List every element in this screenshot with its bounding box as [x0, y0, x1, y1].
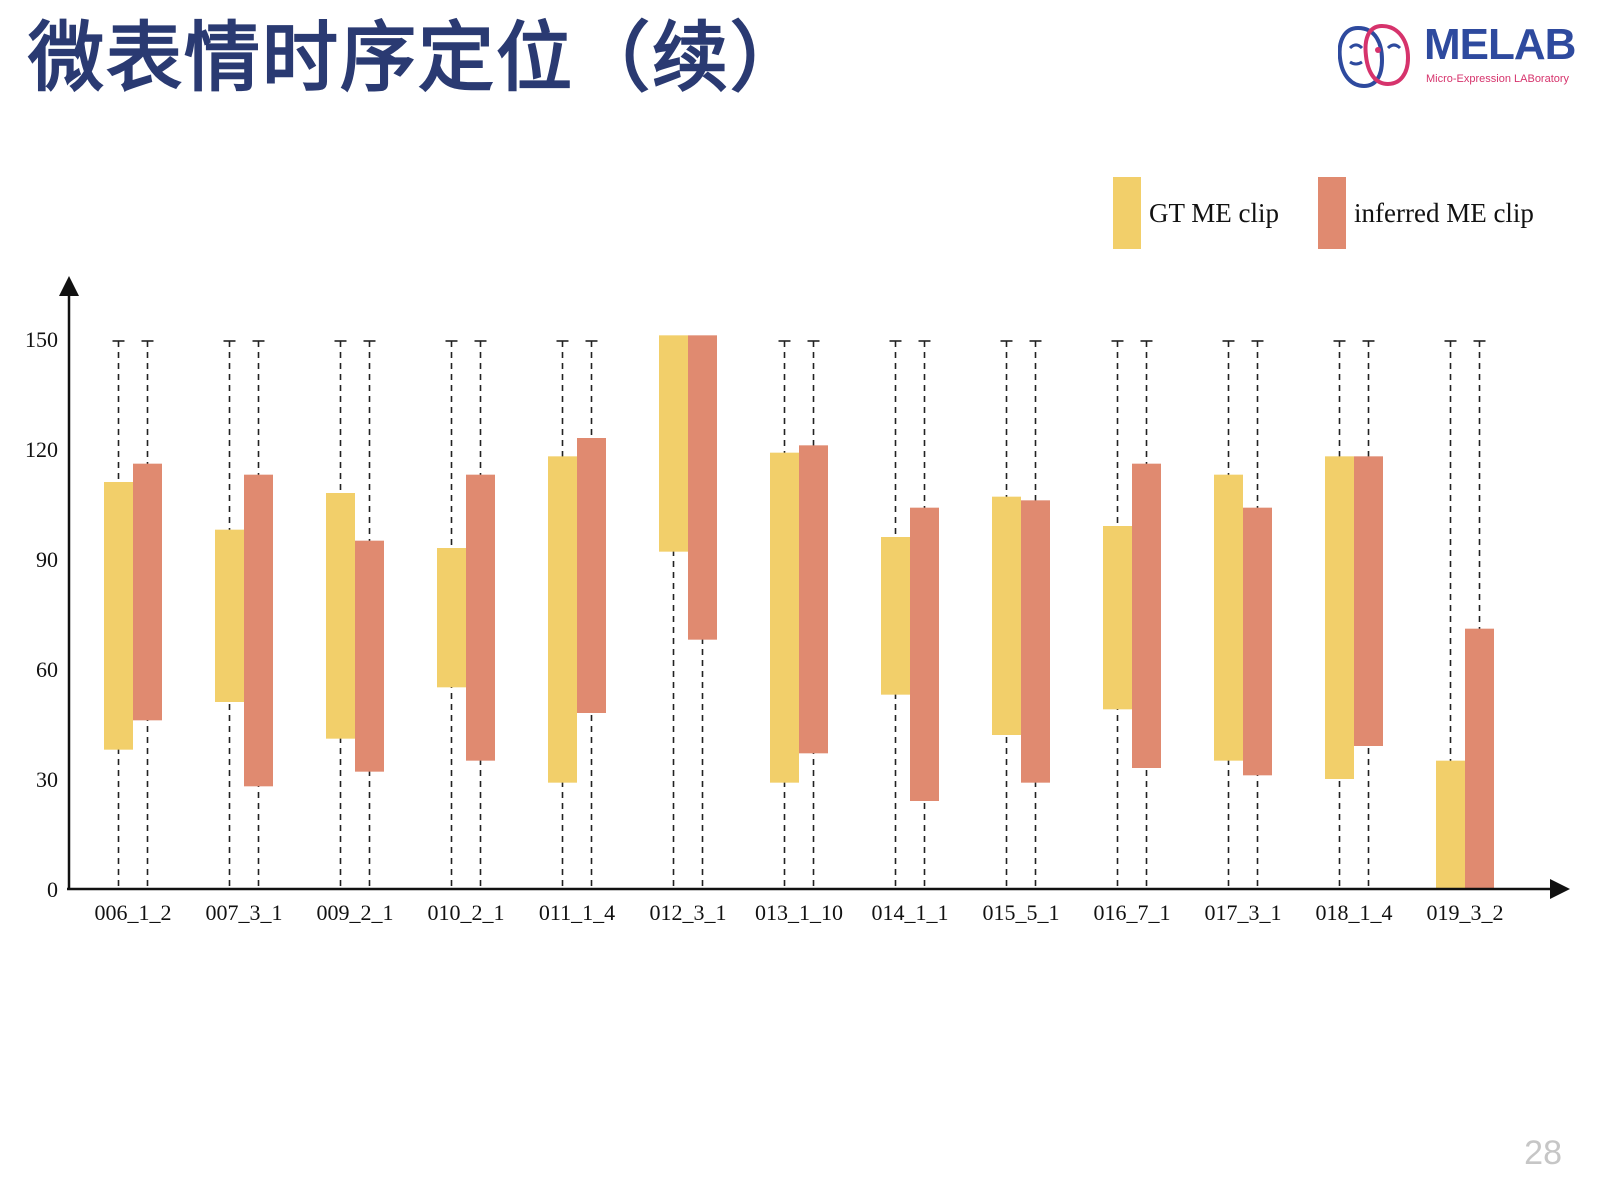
x-tick-label: 018_1_4 — [1316, 900, 1393, 925]
inferred-clip-bar — [799, 445, 828, 753]
y-tick-label: 30 — [36, 767, 58, 792]
inferred-clip-bar — [1354, 456, 1383, 746]
inferred-clip-bar — [910, 508, 939, 801]
gt-clip-bar — [326, 493, 355, 739]
gt-clip-bar — [881, 537, 910, 695]
inferred-clip-bar — [133, 464, 162, 721]
inferred-clip-bar — [466, 475, 495, 761]
gt-clip-bar — [1436, 761, 1465, 889]
legend-label-gt: GT ME clip — [1149, 198, 1279, 228]
inferred-clip-bar — [1243, 508, 1272, 776]
x-tick-label: 015_5_1 — [983, 900, 1060, 925]
gt-clip-bar — [548, 456, 577, 782]
inferred-clip-bar — [1465, 629, 1494, 889]
x-tick-label: 017_3_1 — [1205, 900, 1282, 925]
plot-area: 0 30 60 90 120 150 006_1_2 007_3_1 009_2_1 010_2_… — [25, 327, 1504, 925]
x-tick-label: 019_3_2 — [1427, 900, 1504, 925]
inferred-clip-bar — [244, 475, 273, 787]
x-tick-label: 011_1_4 — [539, 900, 615, 925]
legend: GT ME clip inferred ME clip — [1113, 177, 1534, 249]
x-tick-label: 014_1_1 — [872, 900, 949, 925]
legend-label-inferred: inferred ME clip — [1354, 198, 1534, 228]
y-tick-label: 90 — [36, 547, 58, 572]
gt-clip-bar — [992, 497, 1021, 735]
y-tick-label: 0 — [47, 877, 58, 902]
y-tick-label: 60 — [36, 657, 58, 682]
x-tick-label: 006_1_2 — [95, 900, 172, 925]
x-tick-label: 010_2_1 — [428, 900, 505, 925]
gt-clip-bar — [215, 530, 244, 702]
x-tick-label: 016_7_1 — [1094, 900, 1171, 925]
inferred-clip-bar — [1132, 464, 1161, 768]
gt-clip-bar — [659, 335, 688, 551]
gt-clip-bar — [1325, 456, 1354, 779]
x-tick-label: 009_2_1 — [317, 900, 394, 925]
gt-clip-bar — [437, 548, 466, 687]
gt-clip-bar — [1103, 526, 1132, 709]
gt-clip-bar — [1214, 475, 1243, 761]
gt-clip-bar — [770, 453, 799, 783]
x-tick-label: 012_3_1 — [650, 900, 727, 925]
legend-swatch-inferred — [1318, 177, 1346, 249]
x-tick-label: 013_1_10 — [755, 900, 843, 925]
page-number: 28 — [1524, 1134, 1562, 1173]
gt-clip-bar — [104, 482, 133, 750]
inferred-clip-bar — [688, 335, 717, 639]
x-tick-label: 007_3_1 — [206, 900, 283, 925]
y-tick-label: 120 — [25, 437, 58, 462]
legend-swatch-gt — [1113, 177, 1141, 249]
inferred-clip-bar — [355, 541, 384, 772]
y-tick-label: 150 — [25, 327, 58, 352]
inferred-clip-bar — [1021, 500, 1050, 782]
inferred-clip-bar — [577, 438, 606, 713]
